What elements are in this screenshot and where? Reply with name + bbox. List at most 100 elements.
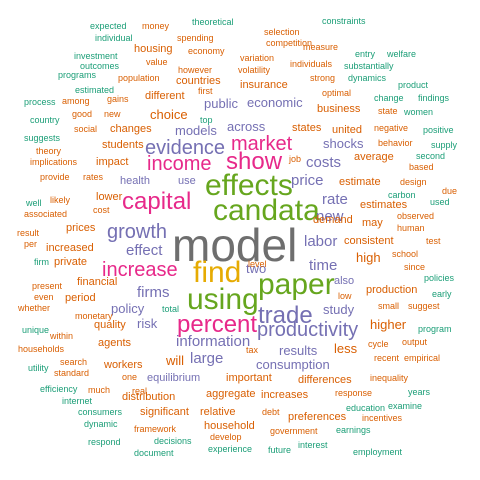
word: real [132,386,148,396]
word: study [323,302,355,317]
word: growth [107,221,168,243]
word: higher [370,317,407,332]
word: product [398,80,429,90]
word: develop [210,432,242,442]
word: increased [46,242,94,254]
word: behavior [378,138,413,148]
word: estimates [360,199,408,211]
word: carbon [388,190,416,200]
word: changes [110,123,152,135]
word: early [432,289,452,299]
word: use [178,175,196,187]
word: school [392,249,419,259]
word: income [147,153,212,175]
word: unique [22,325,50,335]
word: used [430,197,450,207]
word: decisions [154,436,192,446]
word: education [346,403,386,413]
word: variation [240,53,275,63]
word: examine [388,401,423,411]
word: response [335,388,373,398]
word: debt [262,407,280,417]
word: low [338,291,352,301]
word: risk [137,316,158,331]
word: internet [62,396,93,406]
word: whether [18,303,51,313]
word: production [366,284,418,296]
word: evidence [145,137,226,159]
word: percent [177,311,258,338]
word: individuals [290,59,333,69]
word: large [190,350,224,367]
word: among [62,96,90,106]
word: respond [88,437,121,447]
word: program [418,324,452,334]
word: consumption [256,357,330,372]
word: individual [95,33,133,43]
word: relative [200,406,236,418]
word: new [316,208,344,225]
word: result [17,228,40,238]
word: choice [150,107,188,122]
word: even [34,292,54,302]
word: models [175,123,217,138]
word: level [248,259,267,269]
word: find [193,256,242,289]
word: per [24,239,38,249]
word: suggest [408,301,440,311]
word: information [176,333,251,350]
word: spending [177,33,214,43]
word: standard [54,368,90,378]
word: candata [213,194,320,227]
word: human [397,223,425,233]
word: monetary [75,311,113,321]
word: important [226,372,272,384]
word: constraints [322,16,366,26]
word: cycle [368,339,389,349]
word: health [120,175,150,187]
word: firms [137,284,170,301]
word: competition [266,38,313,48]
word: estimate [339,176,381,188]
word: recent [374,353,400,363]
word: investment [74,51,118,61]
word: present [32,281,63,291]
word: preferences [288,411,347,423]
word: optimal [322,88,352,98]
word: future [268,445,292,455]
word: government [270,426,318,436]
word: public [204,96,238,111]
word: due [442,186,458,196]
word: provide [40,172,70,182]
word: new [104,109,121,119]
word: estimated [75,85,115,95]
word: suggests [24,133,61,143]
word: well [26,198,42,208]
word: paper [258,268,335,301]
word: supply [431,140,458,150]
word: total [162,304,180,314]
word: one [122,372,138,382]
word: cost [93,205,110,215]
word: job [289,154,302,164]
word: household [204,420,255,432]
word: employment [353,447,403,457]
word: top [200,115,213,125]
word: volatility [238,65,271,75]
word: differences [298,374,352,386]
word: expected [90,21,127,31]
word: period [65,292,96,304]
word: states [292,122,322,134]
word: good [72,109,93,119]
word: associated [24,209,68,219]
word: small [378,301,400,311]
word: rates [83,172,104,182]
word: search [60,357,88,367]
word: test [426,236,441,246]
word: value [146,57,168,67]
word: lower [96,191,123,203]
word: distribution [122,391,176,403]
word: effects [205,169,293,202]
word: quality [94,319,126,331]
